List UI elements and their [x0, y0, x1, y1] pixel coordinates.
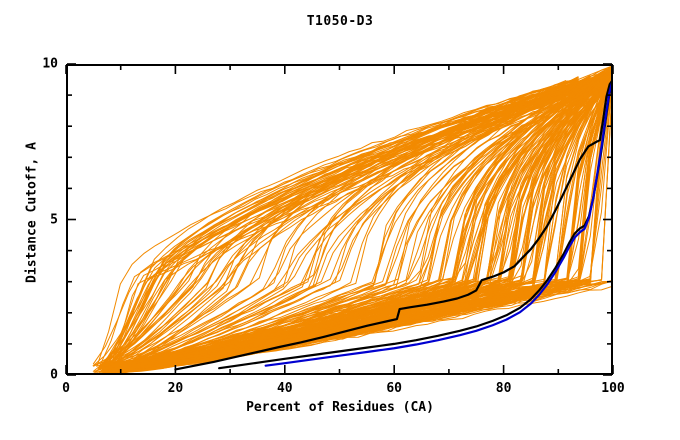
reference-curve-reference-black-upper: [174, 78, 613, 371]
reference-curve-group: [174, 77, 613, 371]
y-axis-label: Distance Cutoff, A: [24, 142, 40, 283]
reference-curve-reference-blue: [264, 77, 613, 367]
x-tick-label: 20: [167, 381, 184, 396]
background-curve-group: [92, 64, 613, 375]
x-tick-label: 100: [601, 381, 625, 396]
y-tick-label: 10: [42, 56, 58, 72]
x-tick-label: 80: [495, 381, 512, 396]
x-tick-label: 0: [62, 381, 70, 396]
chart-title: T1050-D3: [306, 14, 374, 29]
x-tick-label: 40: [276, 381, 293, 396]
x-axis-label: Percent of Residues (CA): [246, 400, 434, 415]
y-tick-label: 5: [50, 212, 58, 227]
plot-canvas: [92, 64, 613, 375]
plot-area: [66, 64, 613, 375]
x-tick-label: 60: [386, 381, 403, 396]
y-tick-label: 0: [50, 367, 58, 383]
